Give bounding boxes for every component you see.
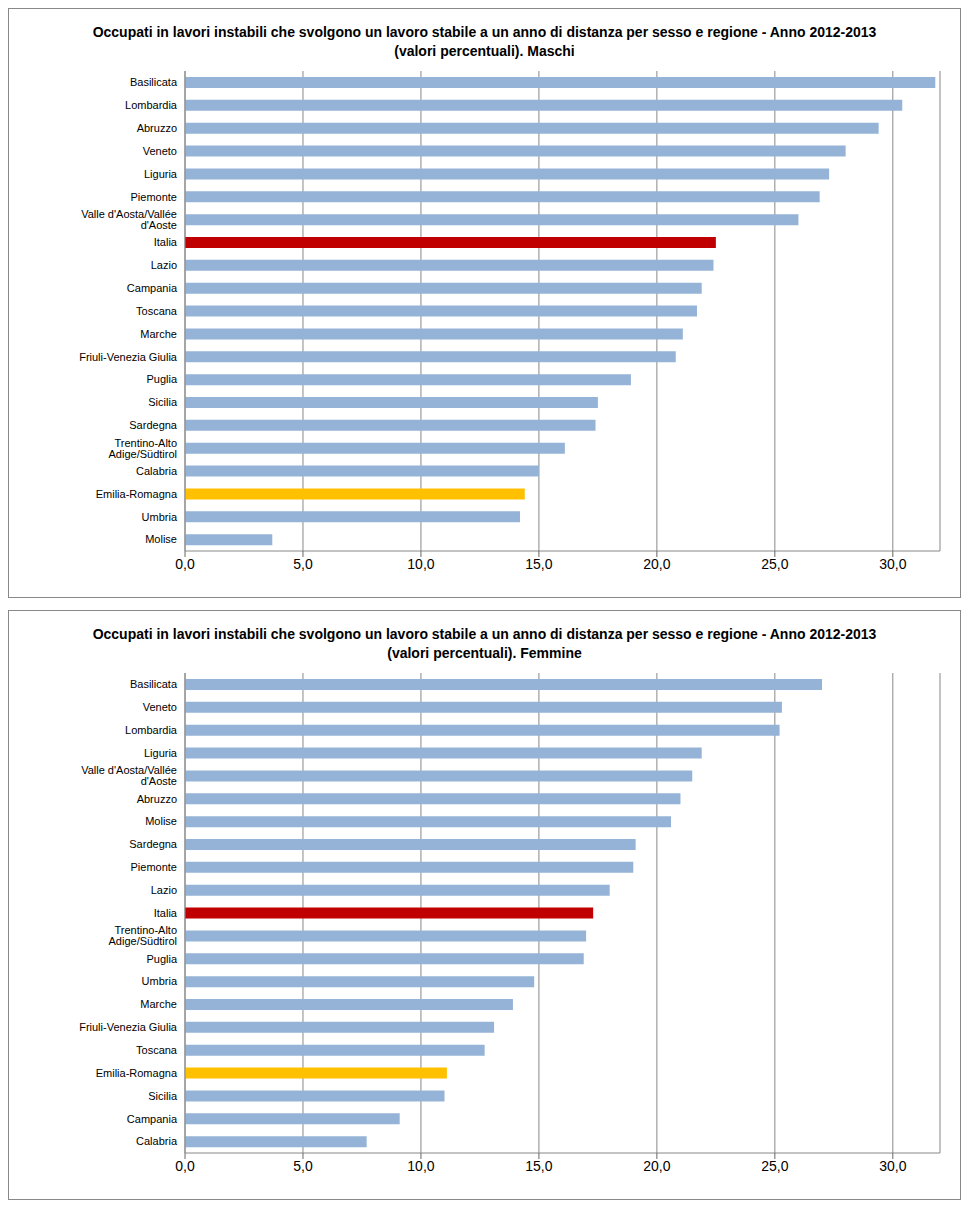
svg-text:10,0: 10,0 (407, 1158, 434, 1174)
svg-text:Piemonte: Piemonte (131, 191, 177, 203)
svg-text:10,0: 10,0 (407, 556, 434, 572)
svg-text:Italia: Italia (154, 236, 178, 248)
svg-text:Toscana: Toscana (136, 1044, 178, 1056)
svg-text:15,0: 15,0 (525, 1158, 552, 1174)
svg-text:Abruzzo: Abruzzo (137, 122, 177, 134)
svg-text:Veneto: Veneto (143, 145, 177, 157)
svg-text:Marche: Marche (140, 998, 177, 1010)
svg-text:Sardegna: Sardegna (129, 419, 178, 431)
svg-text:Valle d'Aosta/Valléed'Aoste: Valle d'Aosta/Valléed'Aoste (81, 764, 177, 787)
svg-text:20,0: 20,0 (643, 1158, 670, 1174)
svg-text:Campania: Campania (127, 1113, 178, 1125)
svg-text:Puglia: Puglia (146, 373, 177, 385)
svg-text:Basilicata: Basilicata (130, 678, 178, 690)
svg-text:Lazio: Lazio (151, 259, 177, 271)
svg-text:Sicilia: Sicilia (148, 396, 178, 408)
svg-text:Molise: Molise (145, 533, 177, 545)
svg-text:Abruzzo: Abruzzo (137, 793, 177, 805)
svg-text:Trentino-AltoAdige/Südtirol: Trentino-AltoAdige/Südtirol (109, 924, 178, 947)
svg-text:Veneto: Veneto (143, 701, 177, 713)
html-text:(valori percentuali). Maschi: (valori percentuali). Maschi (394, 43, 575, 59)
html-text:(valori percentuali). Femmine: (valori percentuali). Femmine (387, 645, 582, 661)
html-text:Occupati in lavori instabili c: Occupati in lavori instabili che svolgon… (92, 626, 877, 642)
svg-text:Umbria: Umbria (142, 511, 178, 523)
svg-text:Molise: Molise (145, 815, 177, 827)
svg-text:25,0: 25,0 (761, 556, 788, 572)
svg-text:Umbria: Umbria (142, 975, 178, 987)
svg-text:5,0: 5,0 (293, 556, 313, 572)
svg-text:Basilicata: Basilicata (130, 76, 178, 88)
svg-text:Friuli-Venezia Giulia: Friuli-Venezia Giulia (79, 1021, 178, 1033)
svg-text:Friuli-Venezia Giulia: Friuli-Venezia Giulia (79, 351, 178, 363)
svg-text:Lombardia: Lombardia (125, 99, 178, 111)
svg-text:Trentino-AltoAdige/Südtirol: Trentino-AltoAdige/Südtirol (109, 437, 178, 460)
html-text:Occupati in lavori instabili c: Occupati in lavori instabili che svolgon… (92, 24, 877, 40)
svg-text:Emilia-Romagna: Emilia-Romagna (96, 488, 178, 500)
svg-text:Marche: Marche (140, 328, 177, 340)
svg-text:Liguria: Liguria (144, 168, 178, 180)
svg-text:Puglia: Puglia (146, 953, 177, 965)
svg-text:Sardegna: Sardegna (129, 838, 178, 850)
svg-text:0,0: 0,0 (175, 556, 195, 572)
svg-text:Emilia-Romagna: Emilia-Romagna (96, 1067, 178, 1079)
svg-text:Lombardia: Lombardia (125, 724, 178, 736)
svg-text:Calabria: Calabria (136, 1135, 178, 1147)
svg-text:0,0: 0,0 (175, 1158, 195, 1174)
svg-text:Valle d'Aosta/Valléed'Aoste: Valle d'Aosta/Valléed'Aoste (81, 208, 177, 231)
svg-text:Sicilia: Sicilia (148, 1090, 178, 1102)
svg-text:Liguria: Liguria (144, 747, 178, 759)
svg-text:Lazio: Lazio (151, 884, 177, 896)
svg-text:Piemonte: Piemonte (131, 861, 177, 873)
svg-text:30,0: 30,0 (879, 556, 906, 572)
svg-text:30,0: 30,0 (879, 1158, 906, 1174)
svg-text:Toscana: Toscana (136, 305, 178, 317)
svg-text:5,0: 5,0 (293, 1158, 313, 1174)
svg-text:25,0: 25,0 (761, 1158, 788, 1174)
svg-text:Italia: Italia (154, 907, 178, 919)
svg-text:15,0: 15,0 (525, 556, 552, 572)
svg-text:20,0: 20,0 (643, 556, 670, 572)
svg-text:Campania: Campania (127, 282, 178, 294)
svg-text:Calabria: Calabria (136, 465, 178, 477)
